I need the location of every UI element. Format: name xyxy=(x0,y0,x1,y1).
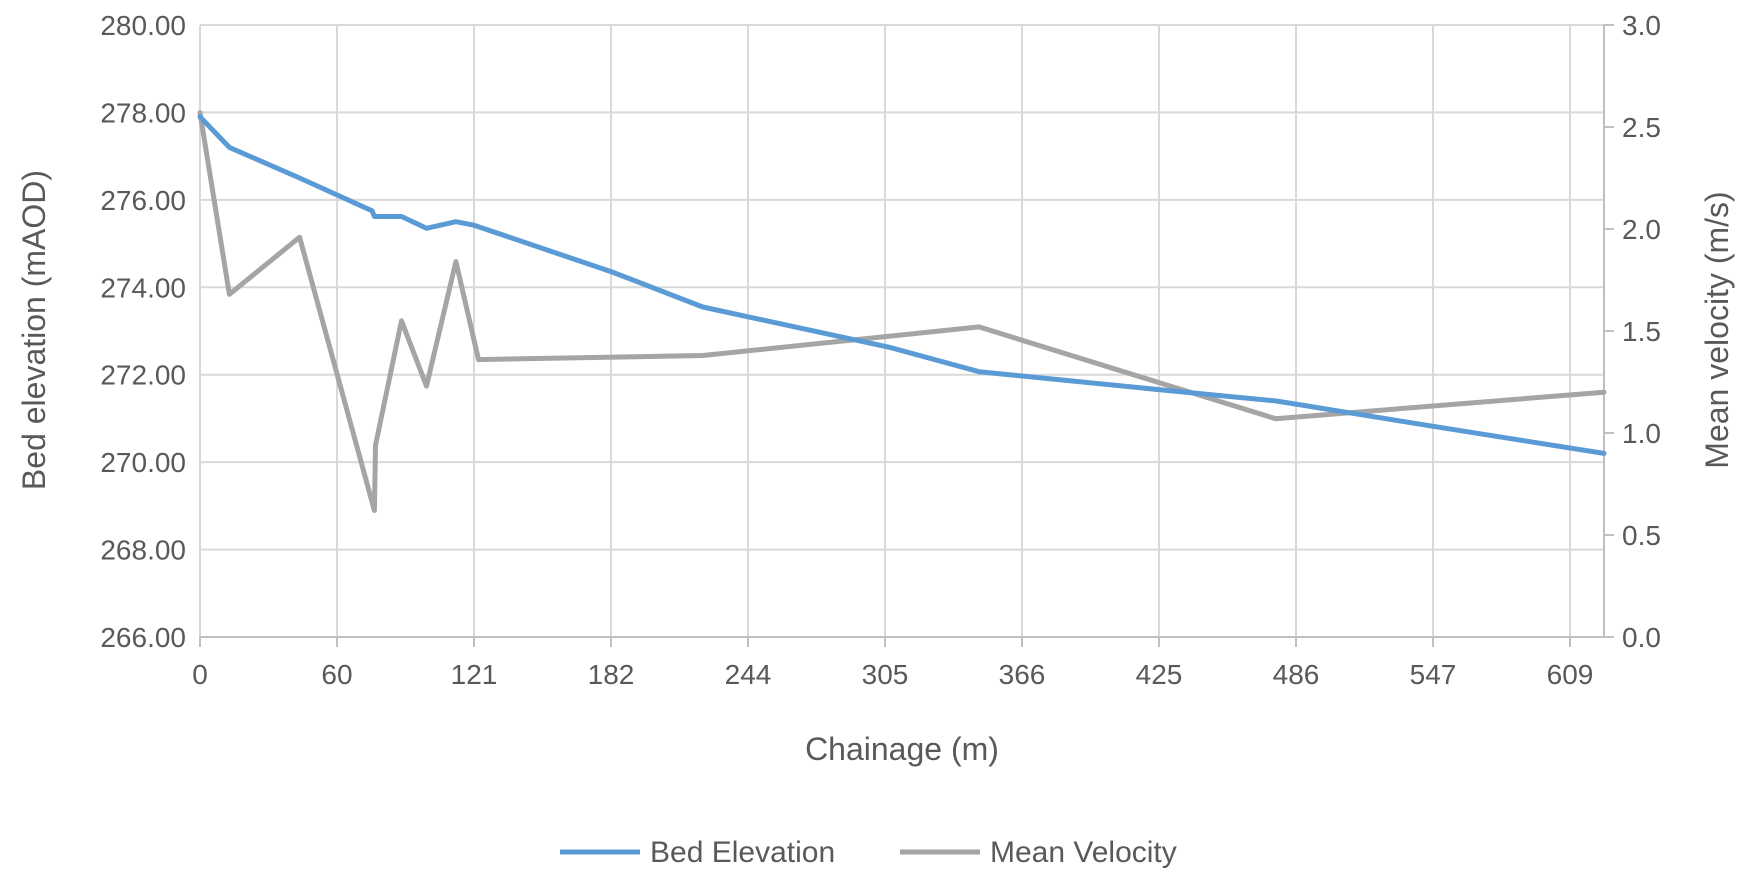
x-axis-title: Chainage (m) xyxy=(805,731,999,767)
y-tick-label: 274.00 xyxy=(100,272,186,303)
series-layer xyxy=(197,110,1607,513)
y2-tick-labels: 0.0 0.5 1.0 1.5 2.0 2.5 3.0 xyxy=(1622,10,1661,653)
y2-tick-label: 2.0 xyxy=(1622,214,1661,245)
legend: Bed Elevation Mean Velocity xyxy=(560,836,1177,869)
y-tick-label: 268.00 xyxy=(100,535,186,566)
x-tick-label: 547 xyxy=(1410,659,1457,690)
series-line-mean-velocity xyxy=(197,110,1607,513)
y-tick-label: 270.00 xyxy=(100,447,186,478)
gridlines xyxy=(200,24,1604,637)
y2-axis-title: Mean velocity (m/s) xyxy=(1699,191,1735,468)
y2-tick-label: 2.5 xyxy=(1622,112,1661,143)
y2-tick-label: 1.0 xyxy=(1622,418,1661,449)
legend-label-mean-velocity: Mean Velocity xyxy=(990,836,1177,869)
y2-tick-label: 0.0 xyxy=(1622,622,1661,653)
x-tick-label: 425 xyxy=(1136,659,1183,690)
y-tick-label: 276.00 xyxy=(100,185,186,216)
y-tick-labels: 266.00 268.00 270.00 272.00 274.00 276.00 278.… xyxy=(100,10,186,653)
x-tick-label: 60 xyxy=(321,659,352,690)
series-line-bed-elevation xyxy=(197,114,1607,456)
x-tick-label: 182 xyxy=(588,659,635,690)
x-tick-label: 244 xyxy=(725,659,772,690)
y2-tick-label: 0.5 xyxy=(1622,520,1661,551)
y-tick-label: 266.00 xyxy=(100,622,186,653)
x-tick-label: 305 xyxy=(862,659,909,690)
x-tick-label: 121 xyxy=(451,659,498,690)
x-tick-label: 486 xyxy=(1273,659,1320,690)
legend-label-bed-elevation: Bed Elevation xyxy=(650,836,835,869)
y-tick-label: 272.00 xyxy=(100,360,186,391)
x-tick-label: 609 xyxy=(1547,659,1594,690)
y2-tick-label: 3.0 xyxy=(1622,10,1661,41)
y-tick-label: 278.00 xyxy=(100,97,186,128)
axes xyxy=(199,24,1614,647)
x-tick-labels: 0 60 121 182 244 305 366 425 486 547 609 xyxy=(192,659,1593,690)
x-tick-label: 0 xyxy=(192,659,208,690)
x-tick-label: 366 xyxy=(999,659,1046,690)
y-tick-label: 280.00 xyxy=(100,10,186,41)
y-axis-title: Bed elevation (mAOD) xyxy=(16,170,52,490)
y2-tick-label: 1.5 xyxy=(1622,316,1661,347)
